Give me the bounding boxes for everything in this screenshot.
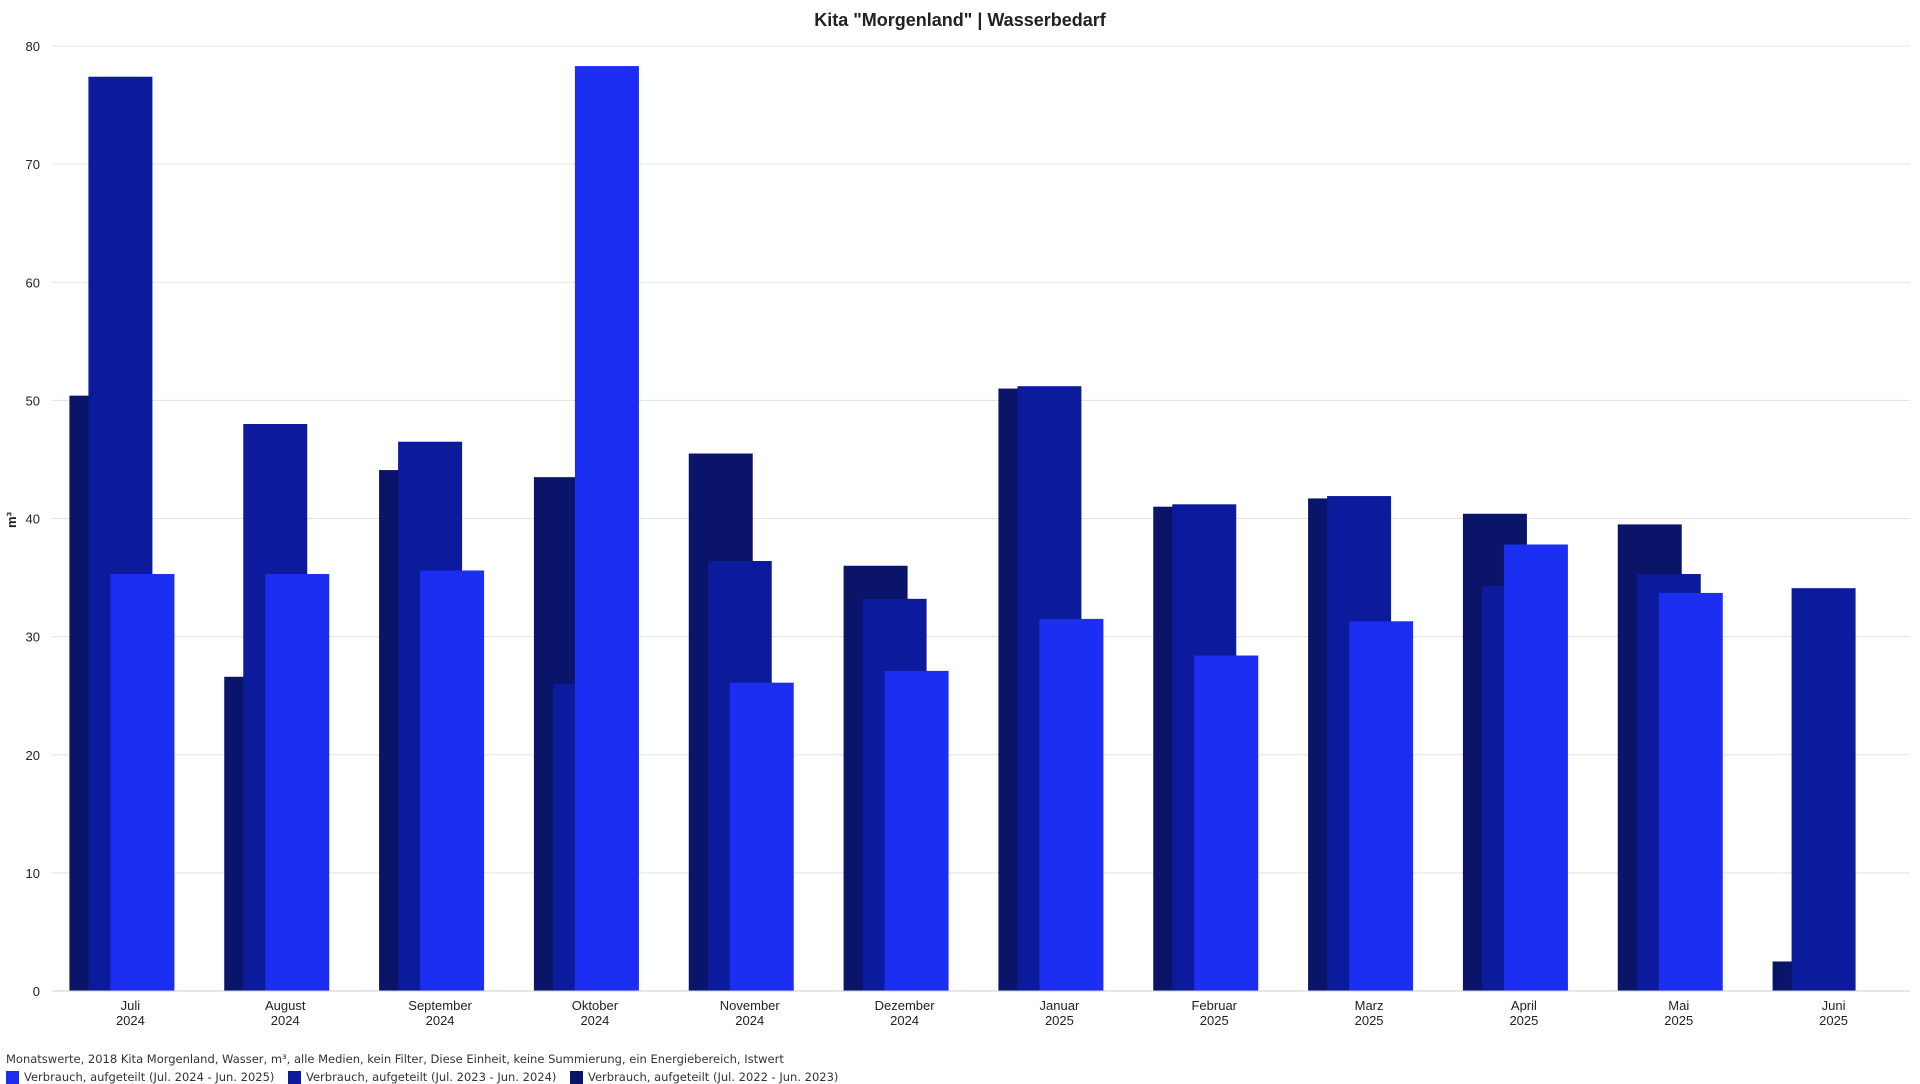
bar-series3-april[interactable]	[1503, 544, 1568, 991]
x-tick-month: Dezember	[875, 998, 936, 1013]
x-tick-year: 2025	[1819, 1013, 1848, 1028]
legend-item[interactable]: Verbrauch, aufgeteilt (Jul. 2022 - Jun. …	[570, 1070, 852, 1084]
bar-series3-august[interactable]	[265, 574, 330, 991]
bar-series3-januar[interactable]	[1039, 618, 1104, 991]
x-tick-month: Januar	[1040, 998, 1080, 1013]
legend-item[interactable]: Verbrauch, aufgeteilt (Jul. 2023 - Jun. …	[288, 1070, 570, 1084]
y-tick-label: 50	[26, 393, 40, 408]
x-tick-year: 2025	[1664, 1013, 1693, 1028]
bar-series3-oktober[interactable]	[574, 66, 639, 992]
x-tick-year: 2025	[1045, 1013, 1074, 1028]
x-tick-year: 2024	[426, 1013, 455, 1028]
legend-swatch	[288, 1070, 301, 1084]
y-tick-label: 20	[26, 748, 40, 763]
x-tick-year: 2025	[1200, 1013, 1229, 1028]
legend-swatch	[6, 1070, 19, 1084]
bar-series3-mai[interactable]	[1658, 592, 1723, 991]
bar-series3-februar[interactable]	[1194, 655, 1259, 991]
y-axis-label: m³	[4, 511, 19, 528]
legend-label: Verbrauch, aufgeteilt (Jul. 2022 - Jun. …	[588, 1070, 839, 1084]
x-tick-month: Februar	[1191, 998, 1237, 1013]
bar-series3-november[interactable]	[729, 682, 794, 991]
x-tick-month: Marz	[1355, 998, 1384, 1013]
x-axis-labels: Juli2024August2024September2024Oktober20…	[116, 998, 1848, 1028]
x-tick-month: Mai	[1668, 998, 1689, 1013]
y-tick-label: 0	[33, 984, 40, 999]
chart-footnote: Monatswerte, 2018 Kita Morgenland, Wasse…	[6, 1052, 784, 1066]
x-tick-year: 2024	[580, 1013, 609, 1028]
x-tick-year: 2025	[1355, 1013, 1384, 1028]
x-tick-year: 2024	[890, 1013, 919, 1028]
x-tick-month: September	[408, 998, 472, 1013]
x-tick-month: November	[720, 998, 781, 1013]
legend-swatch	[570, 1070, 583, 1084]
x-tick-year: 2024	[735, 1013, 764, 1028]
bars	[69, 66, 1856, 992]
bar-series3-juli[interactable]	[110, 574, 175, 991]
grid-lines	[52, 45, 1910, 874]
legend-item[interactable]: Verbrauch, aufgeteilt (Jul. 2024 - Jun. …	[6, 1070, 288, 1084]
bar-series3-marz[interactable]	[1349, 621, 1414, 991]
chart-title: Kita "Morgenland" | Wasserbedarf	[814, 10, 1106, 30]
y-tick-label: 70	[26, 157, 40, 172]
x-tick-month: Juli	[121, 998, 141, 1013]
legend: Verbrauch, aufgeteilt (Jul. 2024 - Jun. …	[6, 1070, 852, 1084]
bar-series2-juni[interactable]	[1791, 588, 1856, 991]
bar-series3-dezember[interactable]	[884, 670, 949, 991]
x-tick-year: 2025	[1509, 1013, 1538, 1028]
y-tick-label: 80	[26, 39, 40, 54]
y-tick-label: 40	[26, 512, 40, 527]
y-axis-ticks: 0 10 20 30 40 50 60 70 80	[26, 39, 40, 999]
x-tick-month: Juni	[1822, 998, 1846, 1013]
x-tick-year: 2024	[116, 1013, 145, 1028]
x-tick-month: Oktober	[572, 998, 619, 1013]
y-tick-label: 60	[26, 275, 40, 290]
x-tick-month: April	[1511, 998, 1537, 1013]
y-tick-label: 10	[26, 866, 40, 881]
y-tick-label: 30	[26, 630, 40, 645]
bar-series3-september[interactable]	[420, 570, 485, 991]
legend-label: Verbrauch, aufgeteilt (Jul. 2024 - Jun. …	[24, 1070, 275, 1084]
legend-label: Verbrauch, aufgeteilt (Jul. 2023 - Jun. …	[306, 1070, 557, 1084]
x-tick-month: August	[265, 998, 306, 1013]
x-tick-year: 2024	[271, 1013, 300, 1028]
